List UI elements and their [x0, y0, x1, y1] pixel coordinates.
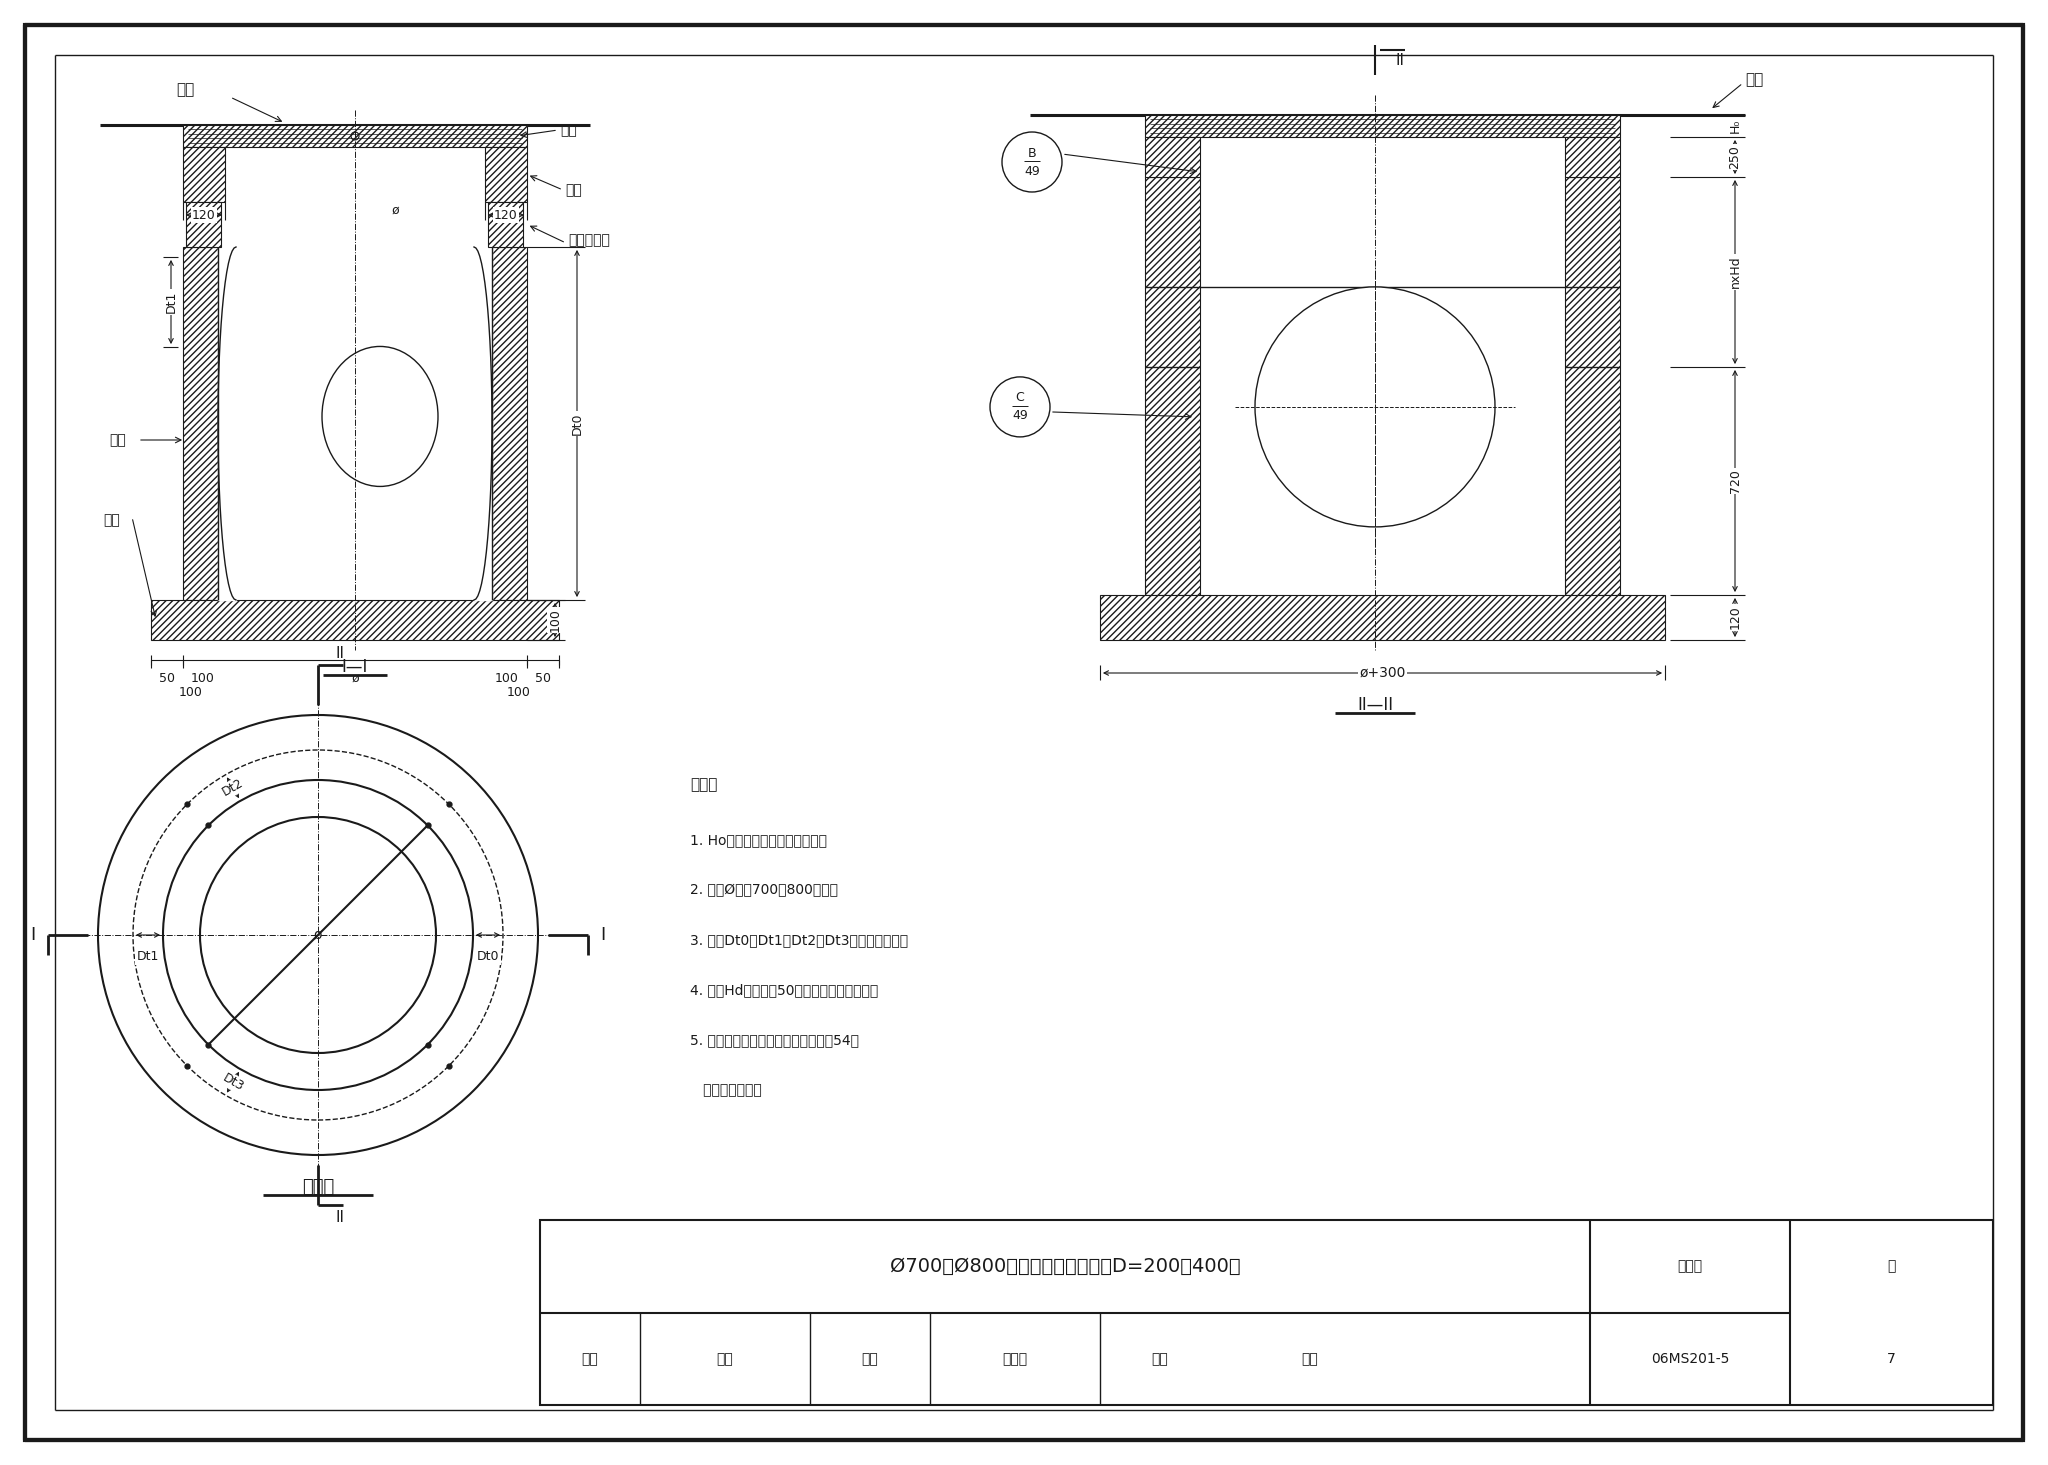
Text: Dt0: Dt0: [571, 412, 584, 435]
Bar: [485, 146, 526, 202]
Text: 平面图: 平面图: [301, 1178, 334, 1195]
Text: 100: 100: [549, 608, 561, 631]
Text: II—II: II—II: [1358, 696, 1393, 713]
Text: 审核: 审核: [582, 1352, 598, 1365]
Text: 7: 7: [1886, 1352, 1896, 1365]
Circle shape: [164, 779, 473, 1090]
Text: II: II: [1395, 53, 1405, 67]
Bar: [1145, 138, 1200, 177]
Text: 50: 50: [160, 671, 174, 684]
Text: 49: 49: [1012, 409, 1028, 422]
Text: 井圈: 井圈: [565, 183, 582, 196]
Bar: [1145, 177, 1200, 595]
Text: 4. 图中Hd尺寸见第50页井筒及井圈配筋图。: 4. 图中Hd尺寸见第50页井筒及井圈配筋图。: [690, 983, 879, 998]
Bar: [1200, 177, 1565, 595]
Text: 50: 50: [535, 671, 551, 684]
Text: ø: ø: [350, 671, 358, 684]
Text: 井筒调节块: 井筒调节块: [567, 233, 610, 248]
Text: Dt1: Dt1: [137, 951, 160, 964]
Text: 250: 250: [1729, 145, 1741, 168]
Text: 100: 100: [190, 671, 215, 684]
Text: I—I: I—I: [342, 658, 369, 675]
Text: H₀: H₀: [1729, 119, 1741, 133]
Text: II: II: [336, 1210, 344, 1225]
Text: 49: 49: [1024, 164, 1040, 177]
Text: ø: ø: [313, 927, 322, 942]
Bar: [182, 248, 217, 601]
Text: 荷岐: 荷岐: [717, 1352, 733, 1365]
Circle shape: [1255, 287, 1495, 527]
Text: Dt1: Dt1: [164, 292, 178, 314]
Bar: [182, 146, 225, 202]
Text: 李林里: 李林里: [1001, 1352, 1028, 1365]
Bar: [186, 202, 221, 248]
Text: 120: 120: [494, 208, 518, 221]
Text: ø+300: ø+300: [1360, 667, 1405, 680]
Text: nxHd: nxHd: [1729, 256, 1741, 289]
Text: 720: 720: [1729, 469, 1741, 492]
Text: I: I: [600, 926, 606, 943]
Text: I: I: [31, 926, 35, 943]
Text: 底板: 底板: [104, 513, 121, 527]
Bar: [1100, 595, 1665, 640]
Text: 100: 100: [508, 686, 530, 699]
Text: 3. 图中Dt0、Dt1、Dt2、Dt3为预留孔孔径。: 3. 图中Dt0、Dt1、Dt2、Dt3为预留孔孔径。: [690, 933, 907, 946]
Circle shape: [989, 377, 1051, 437]
Text: 起吸环安装图。: 起吸环安装图。: [690, 1083, 762, 1097]
Text: 地面: 地面: [1745, 72, 1763, 88]
Text: 校对: 校对: [862, 1352, 879, 1365]
Bar: [1145, 114, 1620, 138]
Text: 井室: 井室: [111, 434, 127, 447]
Text: 120: 120: [1729, 605, 1741, 630]
Text: C: C: [1016, 391, 1024, 404]
Bar: [152, 601, 559, 640]
Text: 井盖: 井盖: [559, 123, 578, 138]
Text: 100: 100: [496, 671, 518, 684]
Text: 页: 页: [1888, 1260, 1896, 1273]
Text: 100: 100: [178, 686, 203, 699]
Circle shape: [1001, 132, 1063, 192]
Text: 06MS201-5: 06MS201-5: [1651, 1352, 1729, 1365]
Text: 陈辉: 陈辉: [1303, 1352, 1319, 1365]
Bar: [217, 248, 492, 601]
Text: 图集号: 图集号: [1677, 1260, 1702, 1273]
Text: 设计: 设计: [1151, 1352, 1167, 1365]
Text: 地面: 地面: [176, 82, 195, 98]
Text: 5. 预制构件均设置起吸环，位置见第54页: 5. 预制构件均设置起吸环，位置见第54页: [690, 1033, 858, 1047]
Bar: [487, 202, 522, 248]
Text: Ø700、Ø800圆形检查井装配图（D=200～400）: Ø700、Ø800圆形检查井装配图（D=200～400）: [889, 1257, 1241, 1276]
Bar: [1565, 177, 1620, 595]
Text: 说明：: 说明：: [690, 778, 717, 793]
Circle shape: [98, 715, 539, 1154]
Circle shape: [201, 817, 436, 1053]
Ellipse shape: [322, 346, 438, 486]
Text: 120: 120: [193, 208, 215, 221]
Text: Dt3: Dt3: [219, 1071, 246, 1093]
Text: Dt0: Dt0: [477, 951, 500, 964]
Text: 1. Ho根据设计选用的井盖确定。: 1. Ho根据设计选用的井盖确定。: [690, 834, 827, 847]
Text: ø: ø: [391, 204, 399, 217]
Bar: [492, 248, 526, 601]
Text: B: B: [1028, 146, 1036, 160]
Text: 2. 图中Ø値为700、800两种。: 2. 图中Ø値为700、800两种。: [690, 883, 838, 897]
Text: Dt2: Dt2: [219, 776, 246, 798]
Text: II: II: [336, 646, 344, 661]
Bar: [541, 1220, 1993, 1405]
Bar: [1565, 138, 1620, 177]
Bar: [182, 125, 526, 146]
